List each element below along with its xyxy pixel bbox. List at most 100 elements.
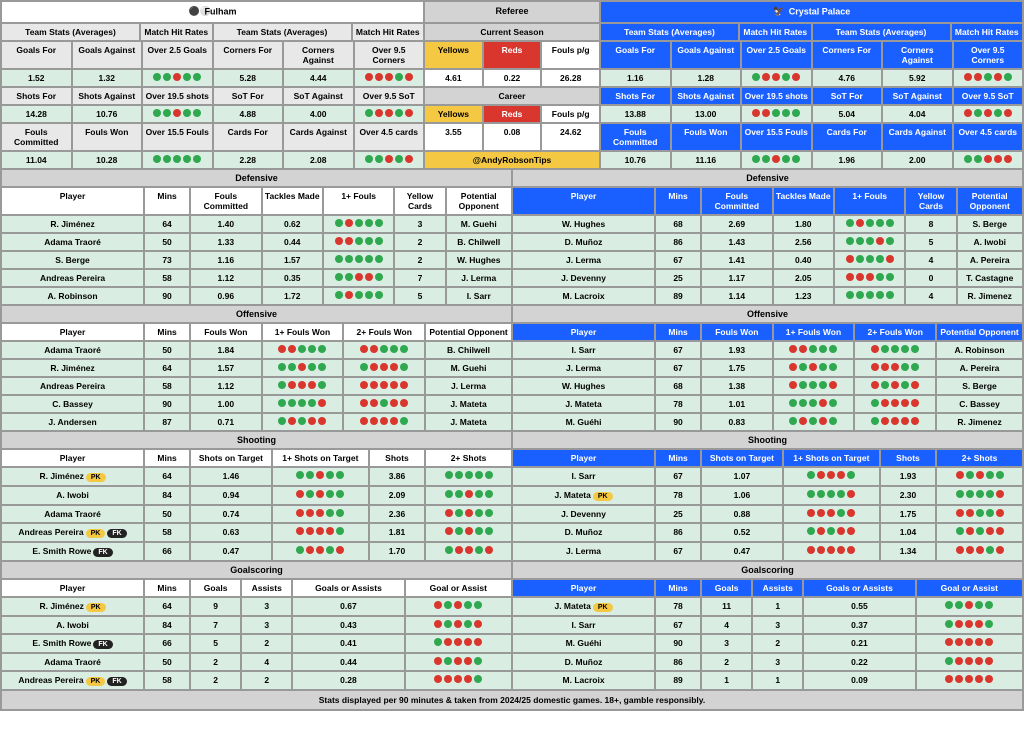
stat-label: Fouls Won bbox=[72, 123, 143, 151]
table-cell bbox=[773, 395, 855, 413]
footer-disclaimer: Stats displayed per 90 minutes & taken f… bbox=[1, 690, 1023, 710]
stat-label: Over 4.5 cards bbox=[354, 123, 425, 151]
table-cell: Adama Traoré bbox=[1, 341, 144, 359]
stat-group-header: Team Stats (Averages) bbox=[600, 23, 739, 41]
table-cell: C. Bassey bbox=[936, 395, 1023, 413]
table-cell: J. Lerma bbox=[512, 359, 655, 377]
table-row: I. Sarr67430.37 bbox=[512, 616, 1023, 634]
table-cell: R. JiménezPK bbox=[1, 597, 144, 616]
table-cell bbox=[323, 233, 395, 251]
table-cell: M. Lacroix bbox=[512, 287, 655, 305]
stat-label: Shots Against bbox=[671, 87, 742, 105]
table-cell: 3 bbox=[241, 616, 292, 634]
table-column-header: Goals or Assists bbox=[803, 579, 915, 597]
table-cell: A. Robinson bbox=[936, 341, 1023, 359]
table-cell bbox=[834, 269, 906, 287]
table-column-header: Potential Opponent bbox=[936, 323, 1023, 341]
stat-label: Fouls Committed bbox=[600, 123, 671, 151]
table-cell: J. Lerma bbox=[512, 542, 655, 561]
table-cell: 0.44 bbox=[262, 233, 323, 251]
table-column-header: 1+ Fouls Won bbox=[262, 323, 344, 341]
table-row: W. Hughes681.38S. Berge bbox=[512, 377, 1023, 395]
table-cell bbox=[425, 523, 512, 542]
table-cell: 9 bbox=[190, 597, 241, 616]
table-cell: 1.75 bbox=[701, 359, 773, 377]
table-cell: B. Chilwell bbox=[425, 341, 512, 359]
table-cell: 2.09 bbox=[369, 486, 425, 505]
table-column-header: Player bbox=[512, 449, 655, 467]
table-cell: 86 bbox=[655, 653, 701, 671]
table-cell: 78 bbox=[655, 597, 701, 616]
table-row: Andreas Pereira581.120.357J. Lerma bbox=[1, 269, 512, 287]
table-column-header: Shots bbox=[369, 449, 425, 467]
table-cell: 1.57 bbox=[262, 251, 323, 269]
stat-label: Over 2.5 Goals bbox=[142, 41, 213, 69]
table-cell: 2 bbox=[190, 671, 241, 690]
table-cell: R. JiménezPK bbox=[1, 467, 144, 486]
ref-career-value: 0.08 bbox=[483, 123, 542, 151]
home-team-header: ⚫⚪Fulham bbox=[1, 1, 424, 23]
table-cell bbox=[272, 542, 369, 561]
table-cell bbox=[854, 341, 936, 359]
stat-group-header: Team Stats (Averages) bbox=[213, 23, 352, 41]
table-cell bbox=[936, 505, 1023, 523]
ref-yellows-label: Yellows bbox=[424, 41, 483, 69]
table-cell: 0.63 bbox=[190, 523, 272, 542]
table-cell: 58 bbox=[144, 523, 190, 542]
stat-label: Cards Against bbox=[882, 123, 953, 151]
stat-label: SoT Against bbox=[283, 87, 354, 105]
table-row: M. Lacroix891.141.234R. Jimenez bbox=[512, 287, 1023, 305]
table-cell: Andreas Pereira bbox=[1, 269, 144, 287]
table-cell bbox=[854, 413, 936, 431]
table-cell: 0.22 bbox=[803, 653, 915, 671]
table-column-header: 2+ Shots bbox=[936, 449, 1023, 467]
table-column-header: Potential Opponent bbox=[957, 187, 1023, 215]
table-cell: 67 bbox=[655, 616, 701, 634]
table-column-header: Player bbox=[512, 323, 655, 341]
table-row: Andreas PereiraPKFK580.631.81 bbox=[1, 523, 512, 542]
stat-group-header: Match Hit Rates bbox=[739, 23, 812, 41]
stat-value bbox=[741, 105, 812, 123]
table-row: D. Muñoz860.521.04 bbox=[512, 523, 1023, 542]
away-team-header: 🦅Crystal Palace bbox=[600, 1, 1023, 23]
table-cell bbox=[405, 616, 512, 634]
stat-value bbox=[354, 105, 425, 123]
table-column-header: Player bbox=[1, 187, 144, 215]
table-cell bbox=[425, 467, 512, 486]
table-cell bbox=[854, 359, 936, 377]
table-cell: 1.14 bbox=[701, 287, 773, 305]
stat-value bbox=[953, 69, 1024, 87]
stat-label: Over 19.5 shots bbox=[741, 87, 812, 105]
ref-career-value: 24.62 bbox=[541, 123, 600, 151]
table-cell: A. Iwobi bbox=[957, 233, 1023, 251]
table-cell: 1.41 bbox=[701, 251, 773, 269]
stat-value: 5.28 bbox=[213, 69, 284, 87]
table-row: J. MatetaPK781.062.30 bbox=[512, 486, 1023, 505]
table-cell: 8 bbox=[905, 215, 956, 233]
table-cell: 84 bbox=[144, 486, 190, 505]
table-cell: J. Devenny bbox=[512, 269, 655, 287]
table-row: M. Guéhi900.83R. Jimenez bbox=[512, 413, 1023, 431]
table-cell: 90 bbox=[144, 287, 190, 305]
stat-label: Corners Against bbox=[882, 41, 953, 69]
section-header: Goalscoring bbox=[512, 561, 1023, 579]
table-cell: 2 bbox=[190, 653, 241, 671]
section-header: Goalscoring bbox=[1, 561, 512, 579]
table-column-header: Goals bbox=[701, 579, 752, 597]
table-cell bbox=[773, 377, 855, 395]
table-cell: 0.83 bbox=[701, 413, 773, 431]
stat-label: Shots Against bbox=[72, 87, 143, 105]
table-cell: 0.28 bbox=[292, 671, 404, 690]
table-cell bbox=[783, 486, 880, 505]
table-cell: 7 bbox=[190, 616, 241, 634]
section-header: Defensive bbox=[1, 169, 512, 187]
table-column-header: Goals or Assists bbox=[292, 579, 404, 597]
table-column-header: Mins bbox=[655, 187, 701, 215]
stat-value bbox=[953, 105, 1024, 123]
section-header: Shooting bbox=[512, 431, 1023, 449]
table-cell: 1.84 bbox=[190, 341, 262, 359]
table-cell: J. Mateta bbox=[512, 395, 655, 413]
table-cell: 67 bbox=[655, 467, 701, 486]
stat-label: Over 9.5 Corners bbox=[354, 41, 425, 69]
table-cell: 50 bbox=[144, 653, 190, 671]
